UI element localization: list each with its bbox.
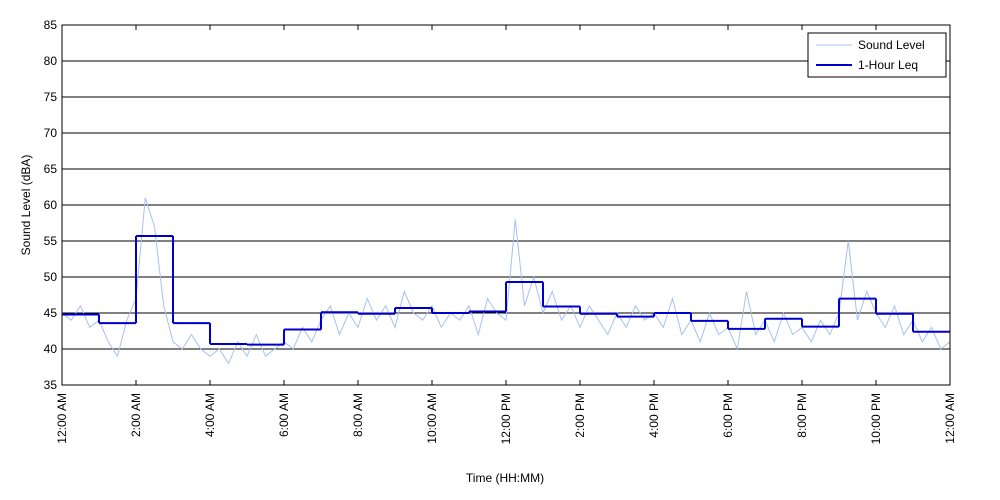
- y-tick-label: 45: [44, 306, 58, 320]
- plot-frame: [61, 24, 951, 386]
- x-tick-label: 10:00 AM: [425, 393, 439, 444]
- y-tick-label: 55: [44, 234, 58, 248]
- legend-label: Sound Level: [858, 38, 925, 52]
- y-tick-label: 50: [44, 270, 58, 284]
- y-tick-label: 35: [44, 378, 58, 392]
- x-tick-label: 12:00 PM: [499, 393, 513, 444]
- legend-label: 1-Hour Leq: [858, 58, 918, 72]
- y-axis-label: Sound Level (dBA): [19, 155, 33, 256]
- y-tick-label: 85: [44, 18, 58, 32]
- x-axis-label: Time (HH:MM): [466, 471, 544, 485]
- legend-box: [807, 32, 947, 78]
- y-tick-label: 70: [44, 126, 58, 140]
- x-tick-label: 6:00 AM: [277, 393, 291, 437]
- y-tick-label: 60: [44, 198, 58, 212]
- y-tick-label: 75: [44, 90, 58, 104]
- y-tick-label: 65: [44, 162, 58, 176]
- x-tick-label: 12:00 AM: [943, 393, 957, 444]
- x-tick-label: 4:00 PM: [647, 393, 661, 438]
- x-tick-label: 10:00 PM: [869, 393, 883, 444]
- x-tick-label: 8:00 AM: [351, 393, 365, 437]
- x-tick-label: 6:00 PM: [721, 393, 735, 438]
- y-tick-label: 80: [44, 54, 58, 68]
- x-tick-label: 8:00 PM: [795, 393, 809, 438]
- y-tick-label: 40: [44, 342, 58, 356]
- x-tick-label: 2:00 PM: [573, 393, 587, 438]
- x-tick-label: 4:00 AM: [203, 393, 217, 437]
- x-tick-label: 12:00 AM: [55, 393, 69, 444]
- x-tick-label: 2:00 AM: [129, 393, 143, 437]
